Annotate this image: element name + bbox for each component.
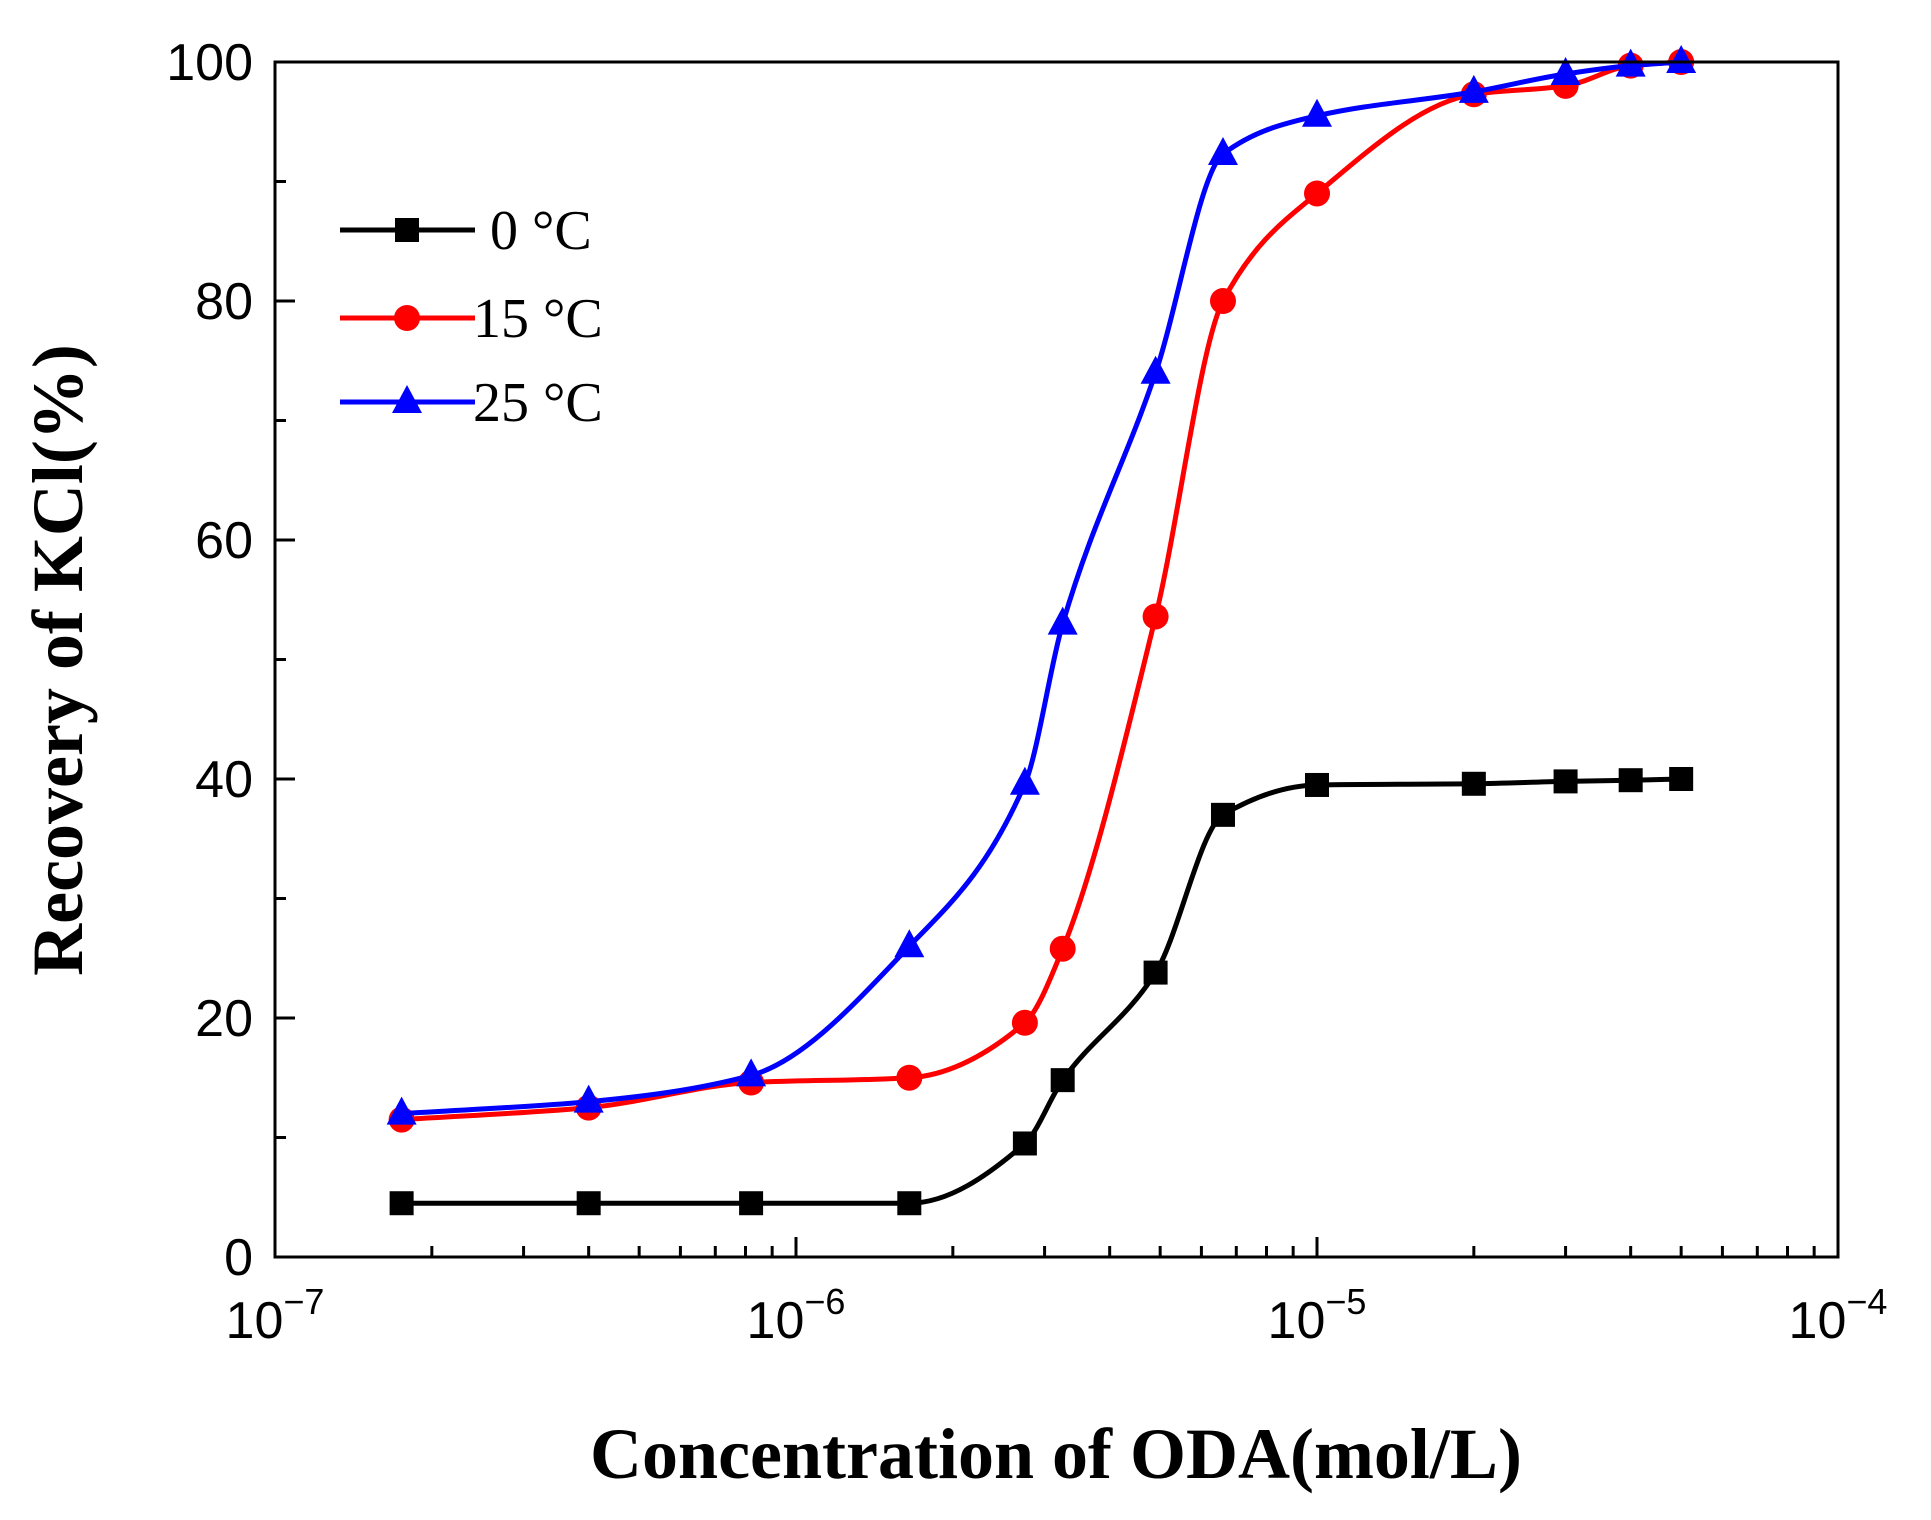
data-point (1304, 180, 1330, 207)
data-point (1553, 769, 1578, 794)
y-tick-label: 60 (195, 512, 253, 570)
data-point (1210, 802, 1235, 827)
y-tick-label: 40 (195, 751, 253, 809)
data-point (1669, 767, 1694, 791)
data-point (1140, 355, 1171, 384)
legend-item-2: 25 °C (340, 372, 603, 434)
plot-frame (273, 60, 1840, 1259)
legend-label: 25 °C (473, 372, 603, 434)
data-point (1049, 935, 1076, 962)
legend-item-1: 15 °C (340, 288, 603, 350)
legend-marker (395, 218, 419, 242)
legend-item-0: 0 °C (340, 200, 592, 262)
data-point (1618, 768, 1643, 793)
data-point (896, 1064, 923, 1091)
legend-marker (394, 305, 420, 331)
data-point (1009, 766, 1040, 795)
data-point (1458, 74, 1489, 103)
data-point (1143, 960, 1168, 985)
legend-label: 0 °C (490, 200, 592, 262)
data-point (1012, 1131, 1037, 1156)
y-axis-title: Recovery of KCl(%) (18, 344, 98, 976)
legend: 0 °C 15 °C 25 °C (340, 200, 603, 434)
data-point (1461, 771, 1486, 796)
data-point (1305, 772, 1329, 797)
data-point (897, 1191, 922, 1216)
data-point (573, 1084, 604, 1113)
y-tick-label: 20 (195, 990, 253, 1048)
data-point (736, 1058, 767, 1087)
series-2 (386, 45, 1697, 1125)
data-point (389, 1191, 414, 1216)
y-tick-label: 80 (195, 273, 253, 331)
series-line (401, 59, 1682, 1123)
series-line (401, 59, 1682, 1117)
y-tick-label: 0 (224, 1229, 253, 1287)
data-point (1302, 98, 1332, 127)
data-point (386, 1096, 417, 1125)
x-tick-label: 10−5 (1268, 1281, 1367, 1350)
data-point (1666, 45, 1697, 73)
data-point (894, 929, 925, 958)
data-point (1550, 56, 1581, 85)
legend-label: 15 °C (473, 288, 603, 350)
data-point (1207, 137, 1238, 166)
data-point (1011, 1009, 1038, 1036)
series-0 (389, 767, 1694, 1216)
x-axis-title: Concentration of ODA(mol/L) (590, 1414, 1522, 1494)
data-point (1209, 288, 1236, 314)
data-point (739, 1191, 764, 1216)
x-tick-label: 10−4 (1789, 1281, 1888, 1350)
data-point (1047, 606, 1078, 635)
x-tick-label: 10−7 (226, 1281, 325, 1350)
data-point (1142, 603, 1169, 630)
y-tick-label: 100 (166, 34, 253, 92)
data-point (1050, 1068, 1075, 1093)
legend-marker (392, 385, 422, 413)
series-line (401, 776, 1682, 1206)
x-tick-label: 10−6 (747, 1281, 846, 1350)
data-point (576, 1191, 601, 1216)
